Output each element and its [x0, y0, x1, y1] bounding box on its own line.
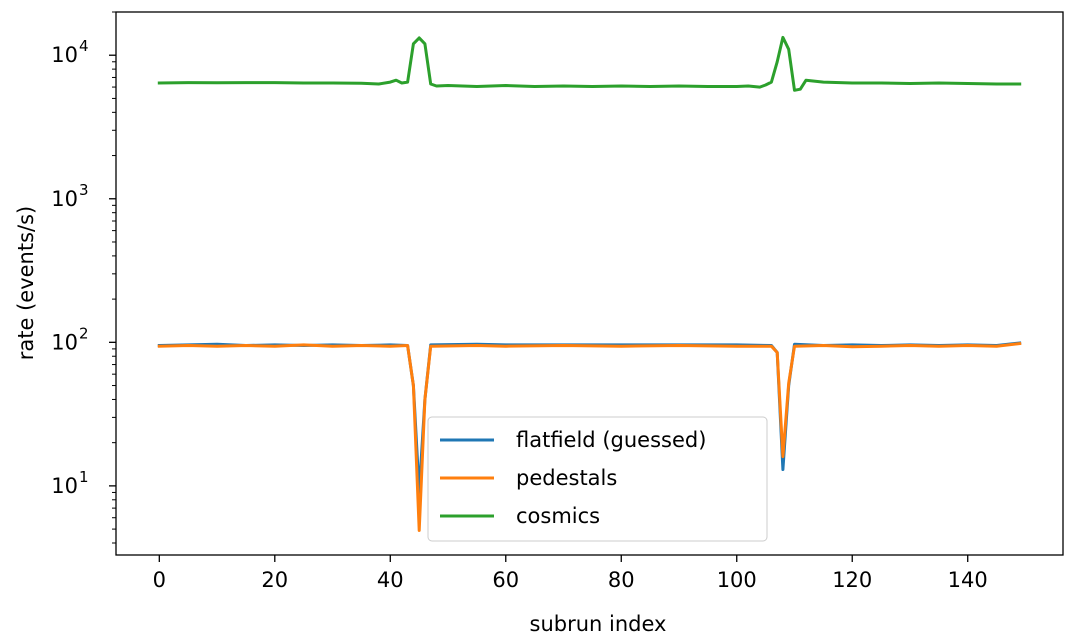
y-tick-exponent: 4 — [79, 37, 89, 55]
x-axis-label: subrun index — [530, 612, 667, 636]
plot-frame — [115, 11, 1064, 556]
x-tick-label: 100 — [717, 568, 757, 592]
series-line-3 — [157, 35, 1022, 92]
legend-label-1: flatfield (guessed) — [516, 428, 706, 452]
legend-label-2: pedestals — [516, 466, 617, 490]
legend-label-3: cosmics — [516, 504, 600, 528]
series-line-2 — [157, 341, 1022, 532]
y-tick-base: 10 — [51, 43, 78, 67]
y-tick-base: 10 — [51, 330, 78, 354]
x-tick-label: 120 — [832, 568, 872, 592]
x-tick-label: 80 — [608, 568, 635, 592]
y-tick-label: 10 3 — [51, 181, 88, 211]
y-tick-exponent: 2 — [79, 324, 89, 342]
y-tick-label: 10 1 — [51, 468, 88, 498]
y-tick-base: 10 — [51, 474, 78, 498]
y-tick-base: 10 — [51, 187, 78, 211]
x-tick-label: 140 — [948, 568, 988, 592]
x-axis-ticks: 0 20 40 60 80 100 120 140 — [153, 555, 988, 592]
x-tick-label: 20 — [261, 568, 288, 592]
legend-box — [427, 416, 768, 542]
y-tick-label: 10 4 — [51, 37, 88, 67]
legend: flatfield (guessed) pedestals cosmics — [427, 416, 768, 542]
x-tick-label: 60 — [492, 568, 519, 592]
y-tick-exponent: 3 — [79, 181, 89, 199]
x-tick-label: 0 — [153, 568, 166, 592]
x-tick-label: 40 — [377, 568, 404, 592]
y-tick-exponent: 1 — [79, 468, 89, 486]
series-layer — [157, 35, 1022, 532]
y-tick-label: 10 2 — [51, 324, 88, 354]
y-axis-label: rate (events/s) — [14, 206, 38, 361]
